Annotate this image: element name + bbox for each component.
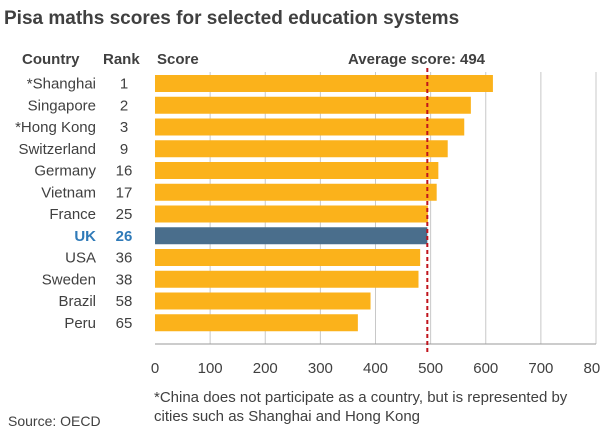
bar-2 <box>155 118 465 136</box>
bar-1 <box>155 96 471 114</box>
x-tick-label-600: 600 <box>473 360 498 377</box>
rank-label-5: 17 <box>116 184 133 201</box>
category-label-0: *Shanghai <box>27 76 96 93</box>
rank-label-6: 25 <box>116 206 133 223</box>
bar-5 <box>155 183 437 201</box>
x-tick-label-0: 0 <box>151 360 159 377</box>
category-label-10: Brazil <box>58 293 96 310</box>
category-label-9: Sweden <box>42 271 96 288</box>
rank-label-4: 16 <box>116 163 133 180</box>
bar-8 <box>155 249 421 266</box>
bar-7 <box>155 227 428 245</box>
rank-label-7: 26 <box>116 228 133 245</box>
footnote: *China does not participate as a country… <box>154 389 568 425</box>
category-label-11: Peru <box>64 315 96 332</box>
category-label-1: Singapore <box>28 97 96 114</box>
category-label-8: USA <box>65 250 96 267</box>
bar-0 <box>155 75 493 92</box>
x-tick-label-500: 500 <box>418 360 443 377</box>
chart-title: Pisa maths scores for selected education… <box>4 8 460 29</box>
rank-label-10: 58 <box>116 293 133 310</box>
x-tick-label-100: 100 <box>198 360 223 377</box>
rank-label-2: 3 <box>120 119 128 136</box>
category-label-6: France <box>49 206 96 223</box>
x-tick-label-300: 300 <box>308 360 333 377</box>
category-label-3: Switzerland <box>18 141 96 158</box>
rank-label-0: 1 <box>120 76 128 93</box>
bar-10 <box>155 292 371 310</box>
bar-6 <box>155 205 428 223</box>
rank-label-3: 9 <box>120 141 128 158</box>
bar-11 <box>155 314 358 332</box>
bar-9 <box>155 270 419 288</box>
x-tick-label-700: 700 <box>528 360 553 377</box>
column-header-country: Country <box>22 51 80 68</box>
category-label-2: *Hong Kong <box>15 119 96 136</box>
bar-4 <box>155 162 439 179</box>
column-header-score: Score <box>157 51 199 68</box>
rank-label-1: 2 <box>120 97 128 114</box>
rank-label-8: 36 <box>116 250 133 267</box>
column-header-rank: Rank <box>103 51 140 68</box>
category-label-4: Germany <box>34 163 96 180</box>
x-tick-label-400: 400 <box>363 360 388 377</box>
reference-line-label: Average score: 494 <box>348 51 486 68</box>
bar-3 <box>155 140 448 158</box>
x-tick-label-200: 200 <box>253 360 278 377</box>
x-tick-label-800: 800 <box>583 360 600 377</box>
rank-label-9: 38 <box>116 271 133 288</box>
category-label-7: UK <box>74 228 96 245</box>
category-label-5: Vietnam <box>41 184 96 201</box>
source-label: Source: OECD <box>8 413 101 429</box>
rank-label-11: 65 <box>116 315 133 332</box>
